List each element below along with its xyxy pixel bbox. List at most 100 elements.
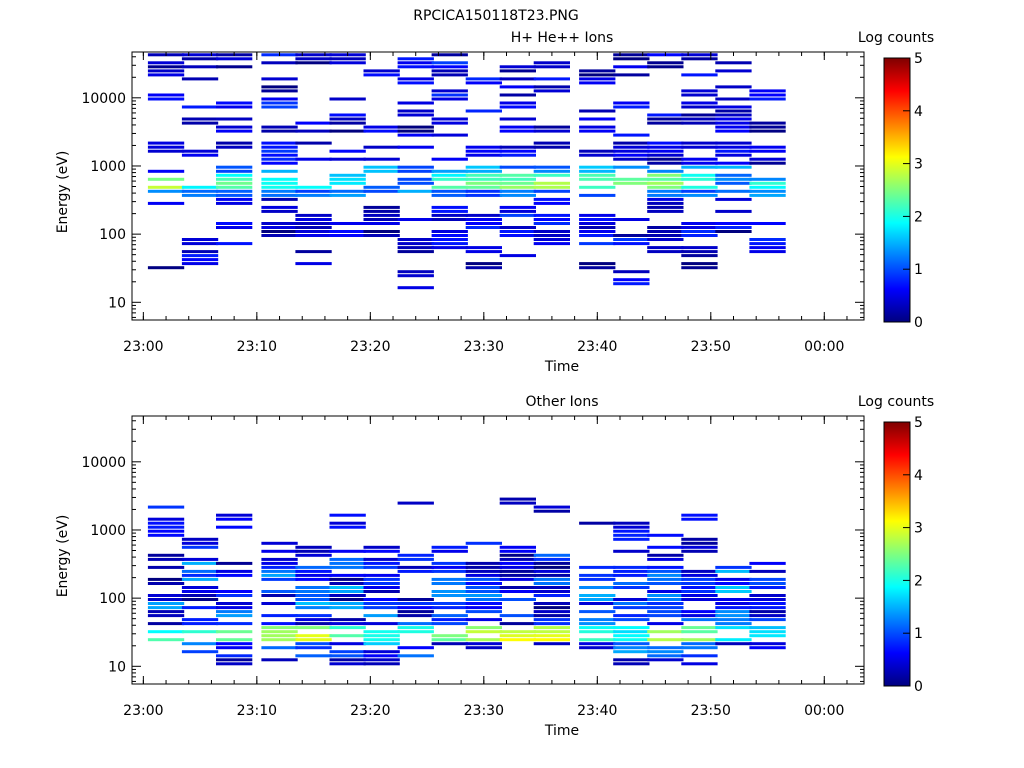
heatmap-cell	[261, 205, 298, 209]
heatmap-cell	[613, 234, 650, 237]
heatmap-cell	[397, 598, 434, 601]
heatmap-cell	[431, 133, 468, 137]
colorbar-tick-label: 3	[914, 521, 923, 537]
heatmap-cell	[681, 638, 718, 642]
heatmap-cell	[499, 226, 536, 229]
heatmap-cell	[295, 654, 332, 658]
heatmap-cell	[397, 286, 434, 290]
heatmap-cell	[499, 561, 536, 565]
heatmap-cell	[465, 185, 502, 189]
heatmap-cell	[715, 230, 752, 233]
heatmap-cell	[499, 553, 536, 557]
heatmap-cell	[647, 606, 684, 610]
heatmap-cell	[533, 238, 570, 241]
heatmap-cell	[465, 165, 502, 169]
heatmap-cell	[261, 193, 298, 197]
heatmap-cell	[181, 117, 219, 121]
heatmap-cell	[579, 153, 616, 157]
heatmap-cell	[715, 197, 752, 201]
heatmap-cell	[295, 189, 332, 193]
heatmap-cell	[681, 662, 718, 666]
heatmap-cell	[681, 173, 718, 177]
heatmap-cell	[613, 565, 650, 569]
heatmap-cell	[181, 577, 219, 581]
heatmap-cell	[295, 618, 332, 622]
x-tick-label: 23:00	[123, 339, 163, 355]
heatmap-cell	[465, 577, 502, 581]
heatmap-cell	[397, 238, 434, 241]
heatmap-cell	[715, 173, 752, 177]
heatmap-cell	[647, 230, 684, 233]
heatmap-cell	[465, 193, 502, 197]
heatmap-cell	[261, 602, 298, 605]
heatmap-cell	[147, 185, 185, 189]
heatmap-cell	[613, 53, 650, 57]
heatmap-cell	[681, 590, 718, 593]
heatmap-cell	[295, 594, 332, 597]
heatmap-cells	[147, 53, 786, 290]
heatmap-cell	[499, 254, 536, 258]
heatmap-cell	[579, 222, 616, 225]
heatmap-cell	[499, 234, 536, 237]
heatmap-cell	[181, 618, 219, 622]
heatmap-cell	[579, 109, 616, 113]
heatmap-cell	[216, 517, 253, 521]
heatmap-cell	[715, 165, 752, 169]
heatmap-cell	[181, 622, 219, 626]
heatmap-cell	[647, 226, 684, 229]
heatmap-cell	[681, 610, 718, 614]
heatmap-cell	[295, 565, 332, 569]
heatmap-cell	[181, 121, 219, 125]
heatmap-cell	[579, 117, 616, 121]
heatmap-cell	[431, 209, 468, 213]
heatmap-cell	[533, 642, 570, 646]
heatmap-cell	[295, 141, 332, 145]
heatmap-cell	[216, 165, 253, 169]
heatmap-cell	[681, 569, 718, 573]
heatmap-cell	[295, 622, 332, 626]
heatmap-cell	[431, 582, 468, 585]
heatmap-cell	[397, 181, 434, 185]
heatmap-cell	[363, 213, 400, 217]
heatmap-cell	[613, 242, 650, 246]
heatmap-cell	[397, 133, 434, 137]
heatmap-cell	[715, 141, 752, 145]
heatmap-cell	[715, 586, 752, 589]
heatmap-cell	[681, 545, 718, 549]
heatmap-cell	[499, 189, 536, 193]
heatmap-cell	[613, 634, 650, 638]
heatmap-cell	[295, 642, 332, 646]
heatmap-cell	[216, 197, 253, 201]
heatmap-cell	[181, 537, 219, 541]
heatmap-cell	[499, 565, 536, 569]
heatmap-cell	[613, 618, 650, 622]
heatmap-cell	[681, 73, 718, 77]
heatmap-cell	[613, 177, 650, 181]
heatmap-cell	[431, 634, 468, 638]
heatmap-cell	[715, 226, 752, 229]
heatmap-cell	[533, 145, 570, 149]
heatmap-cell	[465, 598, 502, 601]
heatmap-cell	[465, 181, 502, 185]
heatmap-cell	[216, 181, 253, 185]
heatmap-cell	[261, 573, 298, 577]
colorbar-tick-label: 1	[914, 262, 923, 278]
heatmap-cell	[397, 270, 434, 274]
heatmap-cell	[295, 586, 332, 589]
heatmap-cell	[295, 57, 332, 61]
heatmap-cell	[715, 61, 752, 65]
heatmap-cell	[363, 545, 400, 549]
heatmap-cell	[465, 646, 502, 650]
heatmap-cell	[647, 177, 684, 181]
heatmap-cell	[431, 93, 468, 97]
y-tick-label: 10	[108, 659, 126, 675]
heatmap-cell	[579, 73, 616, 77]
heatmap-cell	[681, 573, 718, 577]
heatmap-cell	[431, 89, 468, 93]
heatmap-cell	[261, 145, 298, 149]
heatmap-cell	[681, 157, 718, 161]
heatmap-cell	[681, 549, 718, 553]
heatmap-cell	[181, 250, 219, 254]
heatmap-cell	[181, 153, 219, 157]
